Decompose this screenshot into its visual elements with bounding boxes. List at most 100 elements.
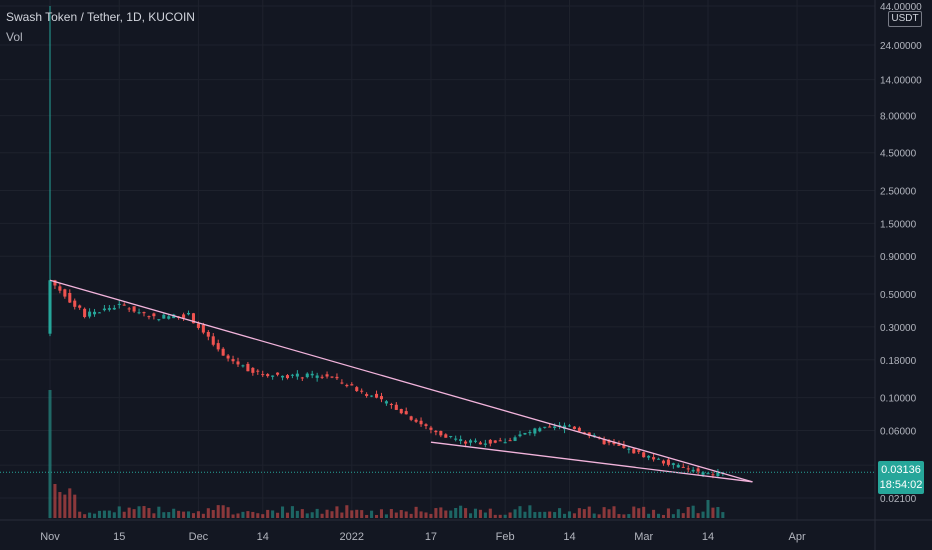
candle-up [280,375,285,378]
candle-up [543,426,547,428]
volume-bar [572,513,576,518]
candle-down [548,426,552,428]
candle-up [454,438,458,440]
candle-down [642,452,646,458]
bar-countdown: 18:54:02 [879,479,923,491]
volume-bar [439,507,443,518]
volume-bar [236,513,240,518]
y-tick-label: 8.00000 [880,112,917,123]
volume-bar [88,512,92,518]
volume-bar [152,513,156,518]
volume-bar [473,508,478,518]
candle-up [701,472,705,475]
candle-down [711,474,715,476]
candle-up [468,440,473,443]
candle-up [449,436,453,438]
volume-bar [48,390,52,518]
x-tick-label: 14 [257,531,269,543]
volume-bar [142,506,146,518]
candle-up [137,312,141,314]
volume-label[interactable]: Vol [6,30,23,44]
volume-bar [548,511,552,518]
currency-unit-label[interactable]: USDT [888,11,922,27]
candle-down [444,434,448,438]
volume-bar [444,510,448,518]
candle-down [246,363,250,372]
candle-down [330,376,334,378]
y-tick-label: 0.18000 [880,356,917,367]
candle-up [271,375,275,377]
candle-up [162,314,166,319]
candle-down [409,416,413,420]
y-tick-label: 1.50000 [880,219,917,230]
volume-bar [315,508,319,518]
volume-bar [162,512,166,518]
candle-up [503,442,507,444]
candle-up [691,469,695,472]
volume-bar [681,513,685,518]
volume-bar [617,514,621,518]
trendline[interactable] [430,441,753,483]
volume-bar [132,509,136,518]
volume-bar [350,510,354,518]
candle-down [285,375,290,379]
y-tick-label: 0.06000 [880,426,917,437]
volume-bar [488,508,492,518]
symbol-title[interactable]: Swash Token / Tether, 1D, KUCOIN [6,10,195,24]
volume-bar [191,513,196,518]
volume-bar [261,514,265,518]
volume-bar [483,512,487,518]
volume-bar [256,513,260,518]
volume-bar [112,512,116,518]
volume-bar [285,512,290,518]
volume-bar [167,512,171,518]
x-tick-label: 17 [425,531,437,543]
x-tick-label: 14 [702,531,714,543]
candle-down [266,374,270,377]
volume-bar [538,511,542,518]
candle-up [310,373,314,376]
volume-bar [647,513,651,518]
volume-bar [414,506,418,518]
candle-up [97,312,102,314]
volume-bar [177,510,181,518]
candle-up [107,308,111,310]
volume-bar [409,513,413,518]
volume-bar [716,507,720,518]
candle-up [676,464,680,468]
candle-down [419,420,423,425]
volume-bar [226,507,230,518]
volume-bar [612,506,616,518]
candle-down [464,441,468,444]
candle-up [558,425,562,427]
candle-down [612,441,616,445]
candle-down [152,313,156,317]
candle-up [627,448,631,450]
candle-up [716,472,720,477]
candle-down [637,450,641,452]
volume-bar [543,511,547,518]
volume-bar [107,510,111,518]
candle-down [53,280,57,286]
volume-bar [340,512,344,518]
volume-bar [196,511,200,518]
volume-bar [597,514,601,518]
candle-down [78,305,82,308]
candle-up [538,428,542,432]
volume-bar [345,505,349,518]
volume-bar [172,508,176,518]
candle-down [478,442,482,445]
volume-bar [221,505,225,518]
candle-down [607,440,611,443]
last-price-value: 0.03136 [881,464,921,476]
candle-down [379,396,384,400]
candle-up [533,428,537,434]
candle-up [295,373,299,377]
volume-bar [434,508,438,518]
candle-down [300,377,304,379]
volume-bar [365,514,369,518]
candle-up [518,434,522,437]
candle-up [592,435,596,437]
trendline[interactable] [49,279,753,483]
